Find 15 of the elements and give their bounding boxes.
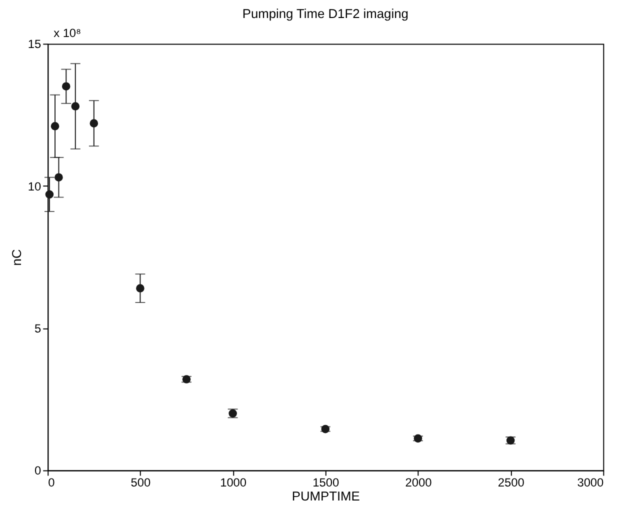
x-tick-label: 2500 bbox=[498, 476, 525, 490]
y-tick-label: 5 bbox=[34, 322, 42, 336]
x-tick-label: 2000 bbox=[405, 476, 432, 490]
chart-title: Pumping Time D1F2 imaging bbox=[242, 6, 408, 21]
y-tick-label: 15 bbox=[28, 37, 42, 52]
x-tick-label: 1000 bbox=[220, 476, 247, 490]
y-tick-label: 10 bbox=[28, 179, 42, 194]
x-tick-label: 500 bbox=[130, 476, 152, 490]
x-axis-title: PUMPTIME bbox=[292, 488, 360, 504]
y-axis-title: nC bbox=[8, 249, 24, 266]
x-tick-label: 0 bbox=[48, 476, 56, 490]
x-tick-label: 3000 bbox=[577, 476, 604, 490]
x-tick-label: 1500 bbox=[312, 476, 340, 490]
text: x 10⁸ bbox=[54, 26, 82, 40]
y-tick-label: 0 bbox=[34, 464, 42, 478]
